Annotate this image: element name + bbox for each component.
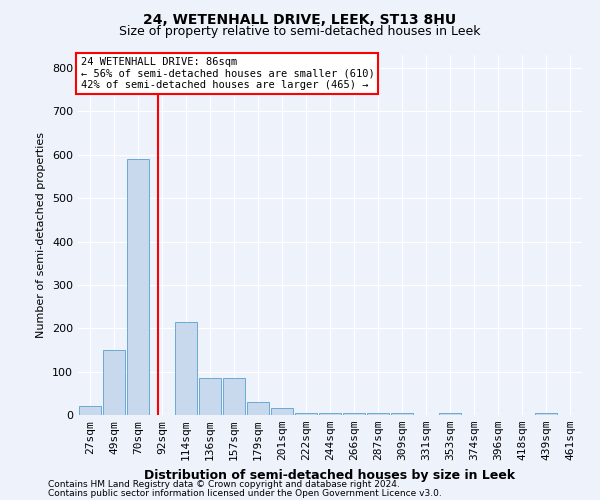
Text: Size of property relative to semi-detached houses in Leek: Size of property relative to semi-detach… (119, 25, 481, 38)
Bar (223, 378, 245, 415)
Bar (175, 322, 197, 415)
Bar (295, 413, 317, 415)
Text: 24 WETENHALL DRIVE: 86sqm
← 56% of semi-detached houses are smaller (610)
42% of: 24 WETENHALL DRIVE: 86sqm ← 56% of semi-… (80, 57, 374, 90)
Text: Contains public sector information licensed under the Open Government Licence v3: Contains public sector information licen… (48, 488, 442, 498)
Bar (103, 350, 125, 415)
Bar (271, 408, 293, 415)
Bar (391, 413, 413, 415)
Bar (439, 413, 461, 415)
Text: 24, WETENHALL DRIVE, LEEK, ST13 8HU: 24, WETENHALL DRIVE, LEEK, ST13 8HU (143, 12, 457, 26)
Bar (343, 413, 365, 415)
X-axis label: Distribution of semi-detached houses by size in Leek: Distribution of semi-detached houses by … (145, 468, 515, 481)
Bar (199, 378, 221, 415)
Text: Contains HM Land Registry data © Crown copyright and database right 2024.: Contains HM Land Registry data © Crown c… (48, 480, 400, 489)
Bar (319, 413, 341, 415)
Bar (535, 413, 557, 415)
Bar (127, 159, 149, 415)
Y-axis label: Number of semi-detached properties: Number of semi-detached properties (37, 132, 46, 338)
Bar (247, 402, 269, 415)
Bar (367, 413, 389, 415)
Bar (79, 406, 101, 415)
